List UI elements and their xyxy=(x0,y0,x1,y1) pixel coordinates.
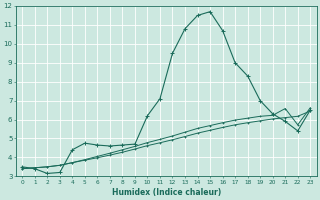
X-axis label: Humidex (Indice chaleur): Humidex (Indice chaleur) xyxy=(112,188,221,197)
